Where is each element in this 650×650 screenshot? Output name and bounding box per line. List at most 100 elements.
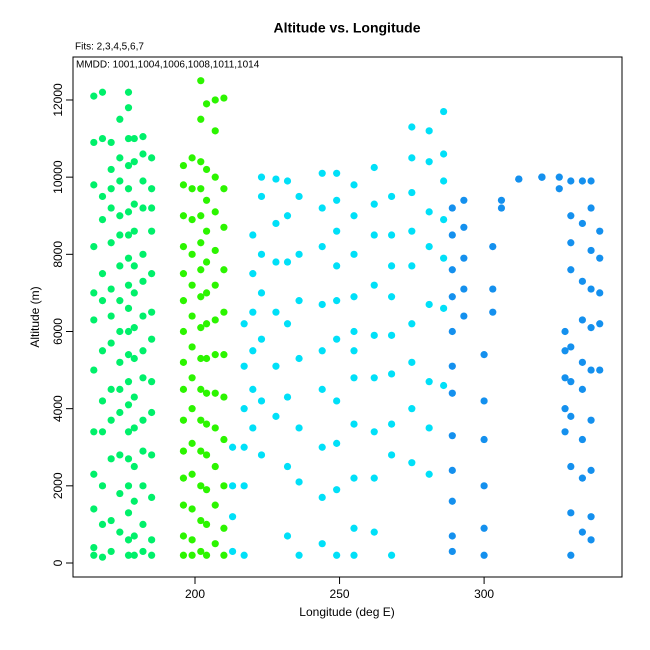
point xyxy=(272,412,280,420)
point xyxy=(425,470,433,478)
point xyxy=(107,547,115,556)
y-tick-label: 6000 xyxy=(51,318,65,345)
point xyxy=(116,297,124,305)
point xyxy=(295,478,303,486)
point xyxy=(124,208,133,216)
point xyxy=(567,551,575,559)
point xyxy=(116,451,124,459)
point xyxy=(220,351,228,359)
point xyxy=(139,204,147,212)
point xyxy=(596,227,604,235)
point xyxy=(202,420,211,428)
point xyxy=(98,553,107,561)
point xyxy=(202,100,211,108)
point xyxy=(425,424,433,432)
point xyxy=(139,277,147,285)
point xyxy=(179,551,188,559)
point xyxy=(578,528,586,536)
point xyxy=(124,428,133,436)
point xyxy=(148,308,156,316)
point xyxy=(272,219,280,228)
point xyxy=(124,185,133,193)
point xyxy=(425,243,433,251)
point xyxy=(124,536,133,544)
point xyxy=(98,192,107,201)
point xyxy=(596,254,604,262)
point xyxy=(448,204,456,212)
point xyxy=(240,405,248,413)
point xyxy=(283,258,292,266)
y-tick-label: 2000 xyxy=(51,472,65,499)
point xyxy=(202,486,211,494)
point xyxy=(90,92,98,100)
point xyxy=(272,362,280,370)
point xyxy=(578,435,586,444)
point xyxy=(90,289,98,297)
point xyxy=(148,204,156,212)
point xyxy=(148,378,156,386)
point xyxy=(318,300,326,309)
point xyxy=(90,551,98,559)
point xyxy=(480,351,488,359)
point xyxy=(333,196,341,204)
point xyxy=(587,285,595,293)
point xyxy=(333,262,341,270)
point xyxy=(211,281,219,289)
point xyxy=(425,127,433,135)
point xyxy=(130,497,138,505)
point xyxy=(90,366,98,374)
point xyxy=(220,435,228,444)
point xyxy=(130,532,138,540)
point xyxy=(370,528,378,536)
point xyxy=(249,308,257,316)
point xyxy=(578,277,586,285)
point xyxy=(587,466,595,474)
point xyxy=(578,219,586,228)
chart-title: Altitude vs. Longitude xyxy=(274,20,421,36)
point xyxy=(220,551,228,559)
point xyxy=(387,420,396,428)
point xyxy=(425,158,433,166)
point xyxy=(90,543,98,552)
point xyxy=(202,165,211,174)
point xyxy=(220,308,228,316)
point xyxy=(561,405,569,413)
point xyxy=(90,316,98,324)
point xyxy=(148,185,156,193)
point xyxy=(139,447,147,455)
point xyxy=(497,204,506,212)
point xyxy=(240,443,248,451)
point xyxy=(188,470,196,478)
point xyxy=(228,443,237,451)
point xyxy=(350,181,358,189)
point xyxy=(370,331,378,339)
point xyxy=(587,366,595,374)
point xyxy=(124,509,133,517)
point xyxy=(567,239,575,247)
point xyxy=(188,281,196,289)
point xyxy=(107,239,115,247)
point xyxy=(197,354,205,363)
point xyxy=(124,231,133,239)
point xyxy=(567,266,575,274)
point xyxy=(408,154,416,162)
point xyxy=(567,212,575,220)
point xyxy=(90,505,98,513)
point xyxy=(480,551,488,559)
point xyxy=(408,262,416,270)
point xyxy=(107,312,115,320)
point xyxy=(460,223,468,231)
point xyxy=(370,428,378,436)
point xyxy=(130,393,138,401)
point xyxy=(130,289,138,297)
point xyxy=(228,482,237,490)
point xyxy=(188,439,196,447)
point xyxy=(148,270,156,278)
point xyxy=(295,297,303,305)
point xyxy=(561,374,569,382)
point xyxy=(587,416,595,424)
point xyxy=(567,177,575,185)
point xyxy=(283,462,292,471)
point xyxy=(107,204,115,212)
point xyxy=(107,339,115,347)
